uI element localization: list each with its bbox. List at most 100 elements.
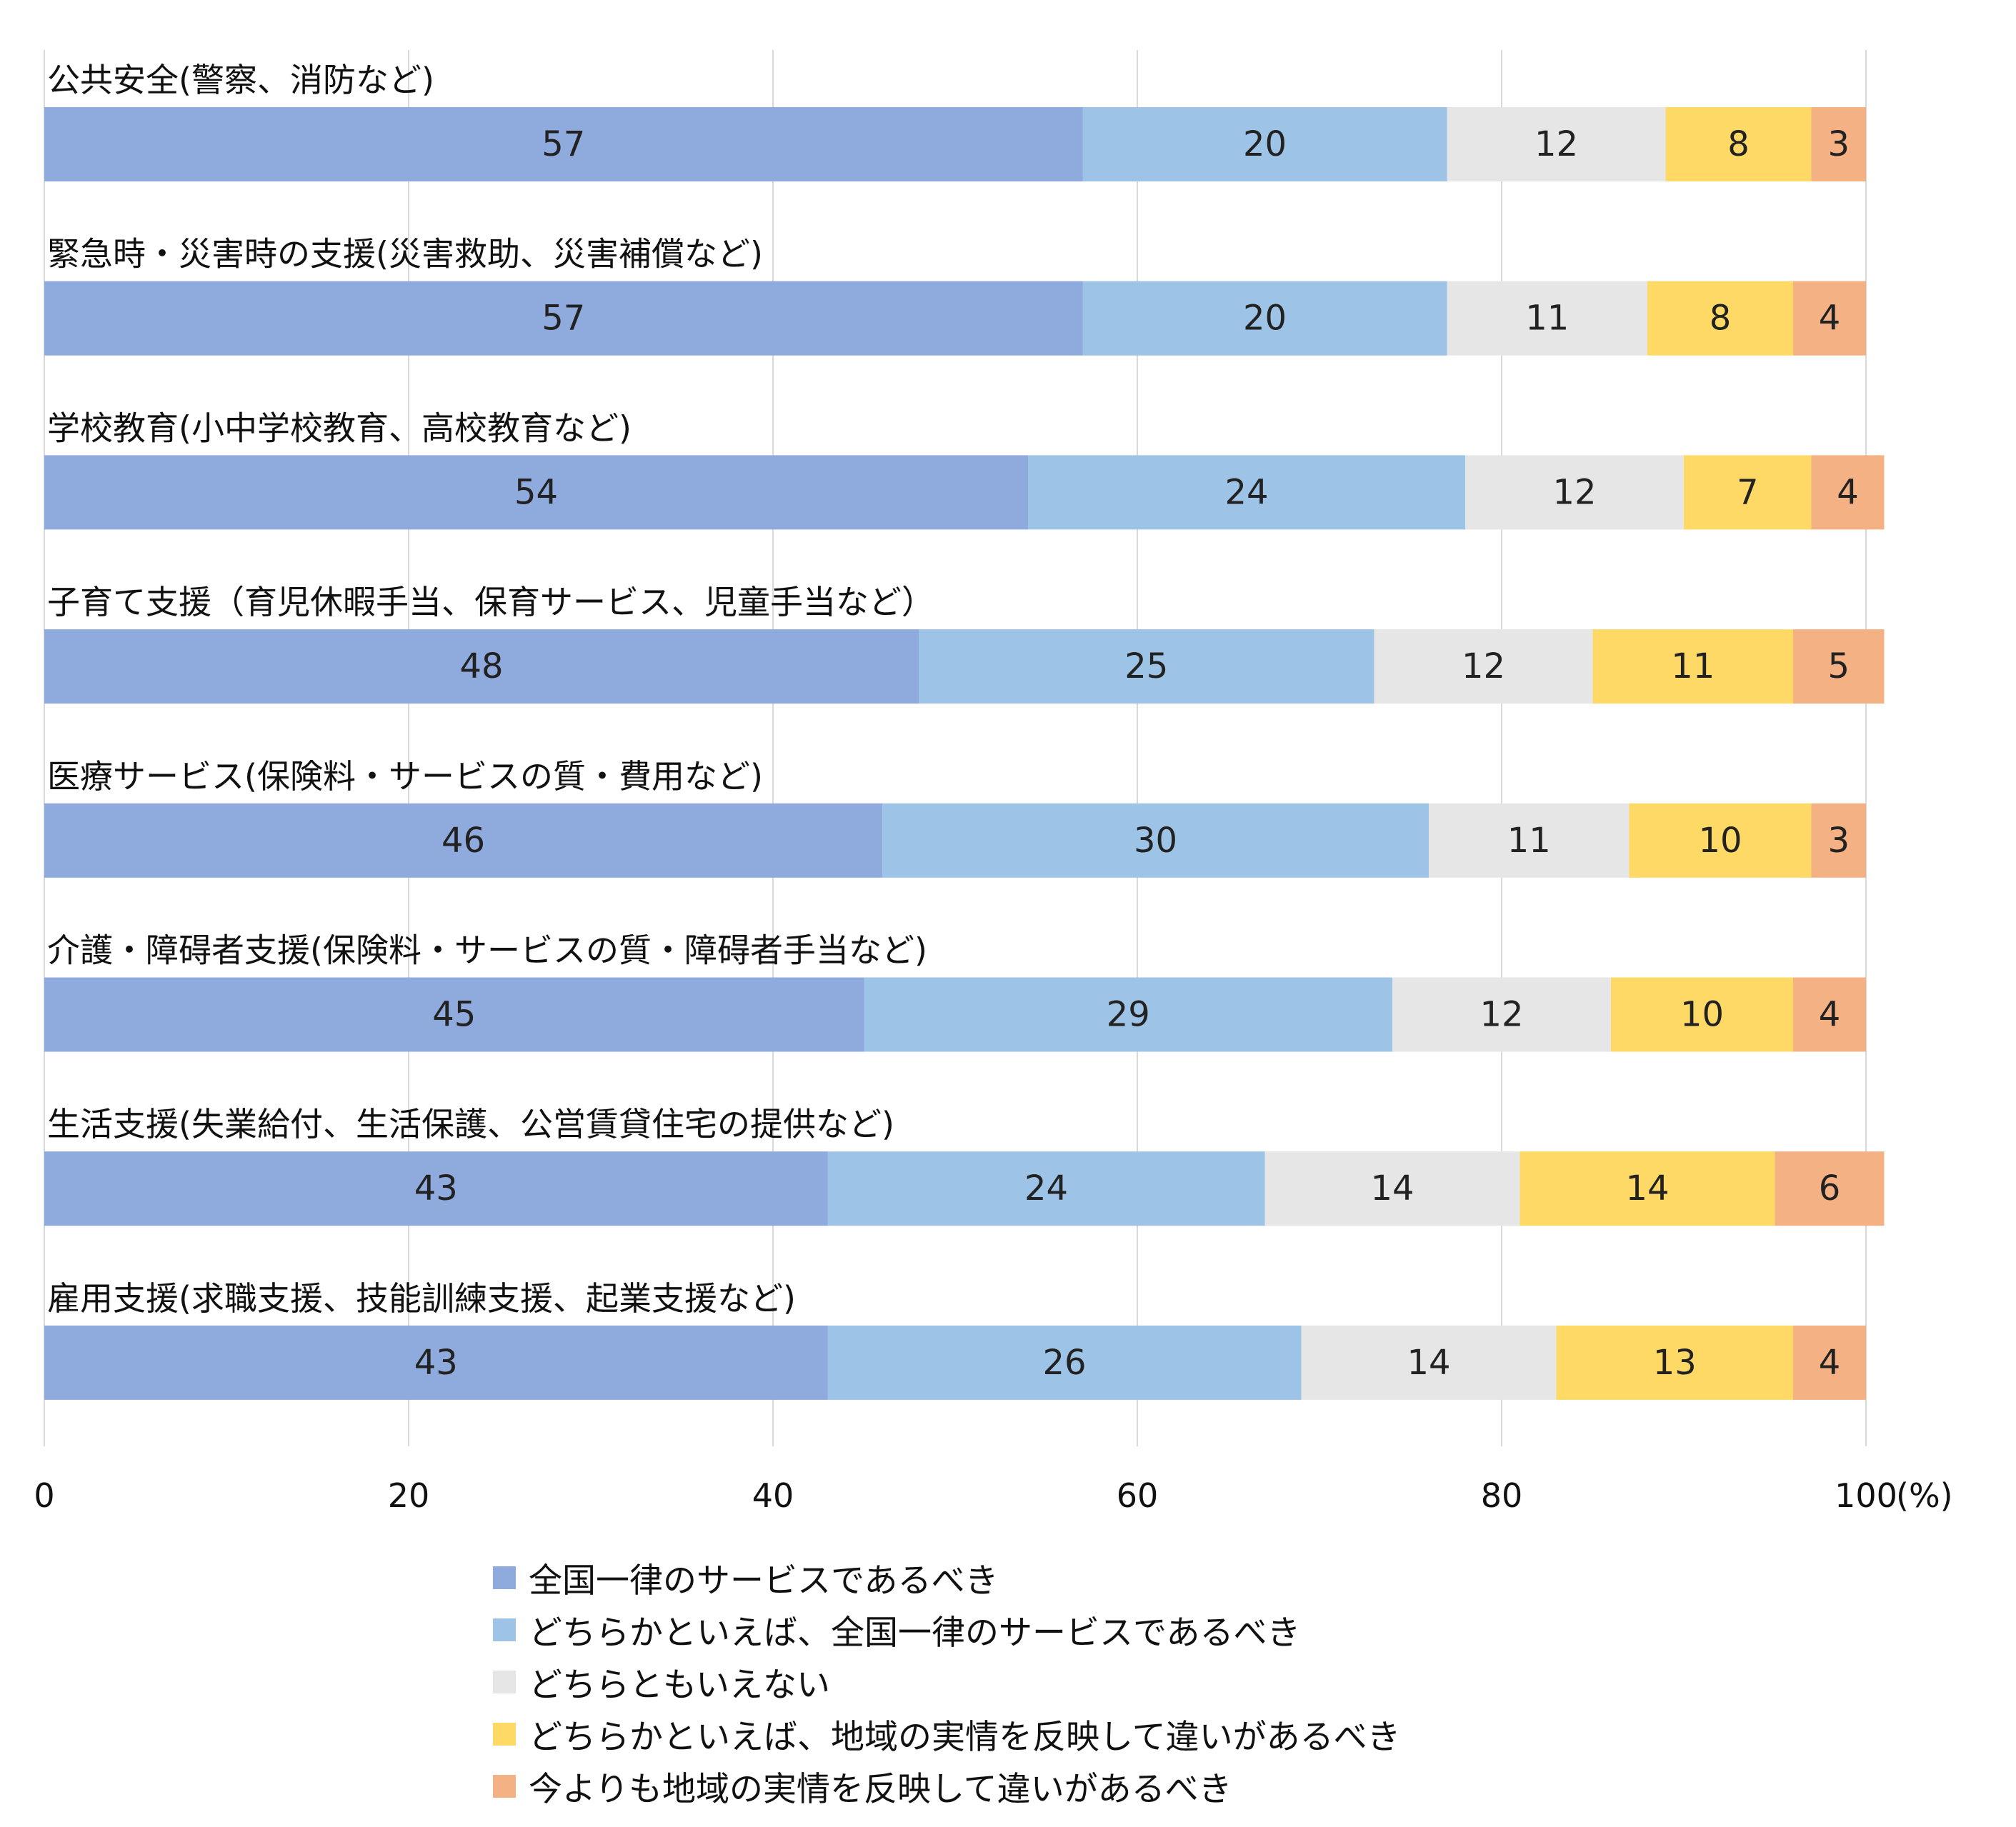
- legend-swatch: [493, 1722, 516, 1746]
- bar-segment: [1447, 281, 1647, 356]
- bar-segment: [44, 1325, 828, 1400]
- data-label: 12: [1552, 472, 1596, 512]
- x-tick-label: 40: [752, 1476, 794, 1515]
- bar-segment: [1429, 803, 1630, 878]
- x-tick-label: 0: [34, 1476, 54, 1515]
- bar-segment: [1556, 1325, 1793, 1400]
- bar-segment: [1665, 107, 1812, 181]
- data-label: 12: [1462, 646, 1505, 686]
- x-axis-unit: (%): [1896, 1476, 1953, 1515]
- bar-segment: [44, 977, 864, 1052]
- bar-segment: [1028, 455, 1465, 530]
- category-labels: 公共安全(警察、消防など) 緊急時・災害時の支援(災害救助、災害補償など) 学校教育…: [47, 61, 934, 1318]
- bar-segment: [1793, 629, 1885, 704]
- data-label: 3: [1827, 821, 1850, 861]
- bar-segment: [1592, 629, 1793, 704]
- bar-segment: [1301, 1325, 1557, 1400]
- data-label: 12: [1535, 124, 1578, 164]
- data-label: 11: [1525, 299, 1569, 339]
- data-label: 4: [1819, 299, 1841, 339]
- category-label: 医療サービス(保険料・サービスの質・費用など): [47, 757, 763, 796]
- bar-segment: [1629, 803, 1812, 878]
- x-axis-ticks: 0 20 40 60 80 100: [34, 1476, 1897, 1515]
- legend-swatch: [493, 1774, 516, 1798]
- data-label: 4: [1819, 995, 1841, 1035]
- data-label: 20: [1243, 299, 1287, 339]
- bar-row: 57 20 11 8 4: [44, 281, 1866, 356]
- data-label: 8: [1710, 299, 1732, 339]
- x-tick-label: 60: [1117, 1476, 1159, 1515]
- bar-segment: [44, 107, 1083, 181]
- data-label: 24: [1224, 472, 1268, 512]
- bar-row: 43 24 14 14 6: [44, 1151, 1885, 1226]
- data-label: 26: [1042, 1343, 1086, 1383]
- data-label: 14: [1407, 1343, 1450, 1383]
- legend-label: どちらかといえば、地域の実情を反映して違いがあるべき: [529, 1718, 1401, 1757]
- category-label: 子育て支援（育児休暇手当、保育サービス、児童手当など）: [47, 583, 934, 621]
- data-label: 43: [414, 1343, 458, 1383]
- category-label: 学校教育(小中学校教育、高校教育など): [47, 409, 632, 447]
- data-label: 11: [1671, 646, 1715, 686]
- data-label: 14: [1625, 1168, 1669, 1208]
- bar-segment: [44, 455, 1028, 530]
- data-label: 20: [1243, 124, 1287, 164]
- bar-segment: [1082, 281, 1447, 356]
- bar-segment: [1082, 107, 1447, 181]
- legend-item: 全国一律のサービスであるべき: [493, 1551, 1401, 1603]
- data-label: 54: [514, 472, 558, 512]
- legend-label: どちらかといえば、全国一律のサービスであるべき: [529, 1613, 1301, 1653]
- bar-segment: [1775, 1151, 1885, 1226]
- data-label: 57: [542, 124, 585, 164]
- data-label: 29: [1107, 995, 1150, 1035]
- data-label: 13: [1653, 1343, 1697, 1383]
- bar-row: 57 20 12 8 3: [44, 107, 1866, 181]
- bar-segment: [1811, 803, 1866, 878]
- bar-row: 54 24 12 7 4: [44, 455, 1885, 530]
- legend-item: どちらともいえない: [493, 1656, 1401, 1708]
- legend-item: 今よりも地域の実情を反映して違いがあるべき: [493, 1760, 1401, 1812]
- category-label: 雇用支援(求職支援、技能訓練支援、起業支援など): [47, 1279, 796, 1318]
- bar-segment: [1465, 455, 1684, 530]
- data-label: 24: [1024, 1168, 1068, 1208]
- bar-segment: [44, 281, 1083, 356]
- category-label: 公共安全(警察、消防など): [47, 61, 434, 99]
- bar-segment: [1447, 107, 1666, 181]
- data-label: 43: [414, 1168, 458, 1208]
- data-label: 7: [1737, 472, 1759, 512]
- data-label: 14: [1370, 1168, 1414, 1208]
- legend-swatch: [493, 1566, 516, 1589]
- bar-row: 48 25 12 11 5: [44, 629, 1885, 704]
- bar-row: 43 26 14 13 4: [44, 1325, 1866, 1400]
- bar-segment: [1374, 629, 1593, 704]
- bar-segment: [44, 803, 882, 878]
- data-label: 4: [1819, 1343, 1841, 1383]
- data-label: 57: [542, 299, 585, 339]
- data-label: 5: [1827, 646, 1850, 686]
- bar-segment: [1793, 281, 1866, 356]
- bar-row: 45 29 12 10 4: [44, 977, 1866, 1052]
- data-label: 48: [459, 646, 503, 686]
- category-label: 緊急時・災害時の支援(災害救助、災害補償など): [47, 235, 763, 274]
- bar-segments: 57 20 12 8 357 20 11 8 454 24 12 7 448 25 12 11 546 30 11 1…: [44, 107, 1885, 1400]
- bar-row: 46 30 11 10 3: [44, 803, 1866, 878]
- x-tick-label: 20: [388, 1476, 430, 1515]
- bar-segment: [864, 977, 1392, 1052]
- bar-segment: [827, 1325, 1302, 1400]
- bar-segment: [827, 1151, 1265, 1226]
- data-label: 46: [441, 821, 485, 861]
- bar-segment: [1520, 1151, 1775, 1226]
- bar-segment: [1647, 281, 1793, 356]
- legend: 全国一律のサービスであるべき どちらかといえば、全国一律のサービスであるべき どちら…: [493, 1551, 1401, 1812]
- data-label: 4: [1837, 472, 1859, 512]
- data-label: 12: [1479, 995, 1523, 1035]
- legend-item: どちらかといえば、地域の実情を反映して違いがあるべき: [493, 1708, 1401, 1760]
- data-label: 10: [1680, 995, 1724, 1035]
- bar-segment: [1793, 977, 1866, 1052]
- x-tick-label: 100: [1835, 1476, 1897, 1515]
- legend-item: どちらかといえば、全国一律のサービスであるべき: [493, 1603, 1401, 1656]
- data-label: 11: [1507, 821, 1551, 861]
- bar-segment: [1684, 455, 1812, 530]
- legend-label: 今よりも地域の実情を反映して違いがあるべき: [529, 1770, 1232, 1809]
- stacked-bar-chart: 公共安全(警察、消防など) 緊急時・災害時の支援(災害救助、災害補償など) 学校教育…: [34, 50, 1953, 1515]
- category-label: 介護・障碍者支援(保険料・サービスの質・障碍者手当など): [47, 931, 927, 970]
